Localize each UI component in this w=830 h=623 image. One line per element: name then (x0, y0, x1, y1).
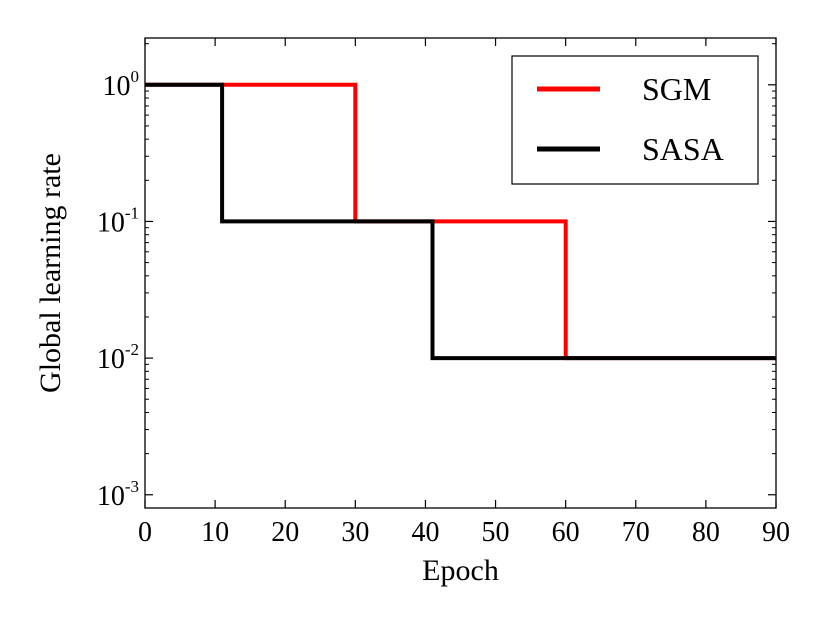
x-tick-label: 30 (341, 517, 369, 548)
x-tick-label: 10 (201, 517, 229, 548)
x-tick-label: 50 (482, 517, 510, 548)
y-tick-label: 10-2 (97, 340, 139, 375)
series-line-sasa (145, 82, 776, 361)
y-axis-label: Global learning rate (34, 153, 67, 393)
y-tick-label: 10-3 (97, 477, 139, 512)
ticks-layer: 0 10 20 30 40 50 60 70 80 90 100 10-1 10-2 10-3 (97, 38, 790, 548)
series-layer (145, 82, 776, 361)
legend-label-sasa: SASA (642, 131, 724, 167)
x-tick-label: 40 (411, 517, 439, 548)
y-tick-label: 100 (103, 67, 140, 102)
x-axis-label: Epoch (422, 554, 499, 587)
plot-frame (144, 37, 777, 509)
legend-box (511, 55, 759, 185)
x-tick-label: 0 (138, 517, 152, 548)
x-tick-label: 20 (271, 517, 299, 548)
x-tick-label: 80 (692, 517, 720, 548)
legend: SGM SASA (511, 55, 759, 185)
legend-label-sgm: SGM (642, 71, 711, 107)
x-tick-label: 90 (762, 517, 790, 548)
x-tick-label: 60 (552, 517, 580, 548)
x-tick-label: 70 (622, 517, 650, 548)
y-tick-label: 10-1 (97, 203, 139, 238)
